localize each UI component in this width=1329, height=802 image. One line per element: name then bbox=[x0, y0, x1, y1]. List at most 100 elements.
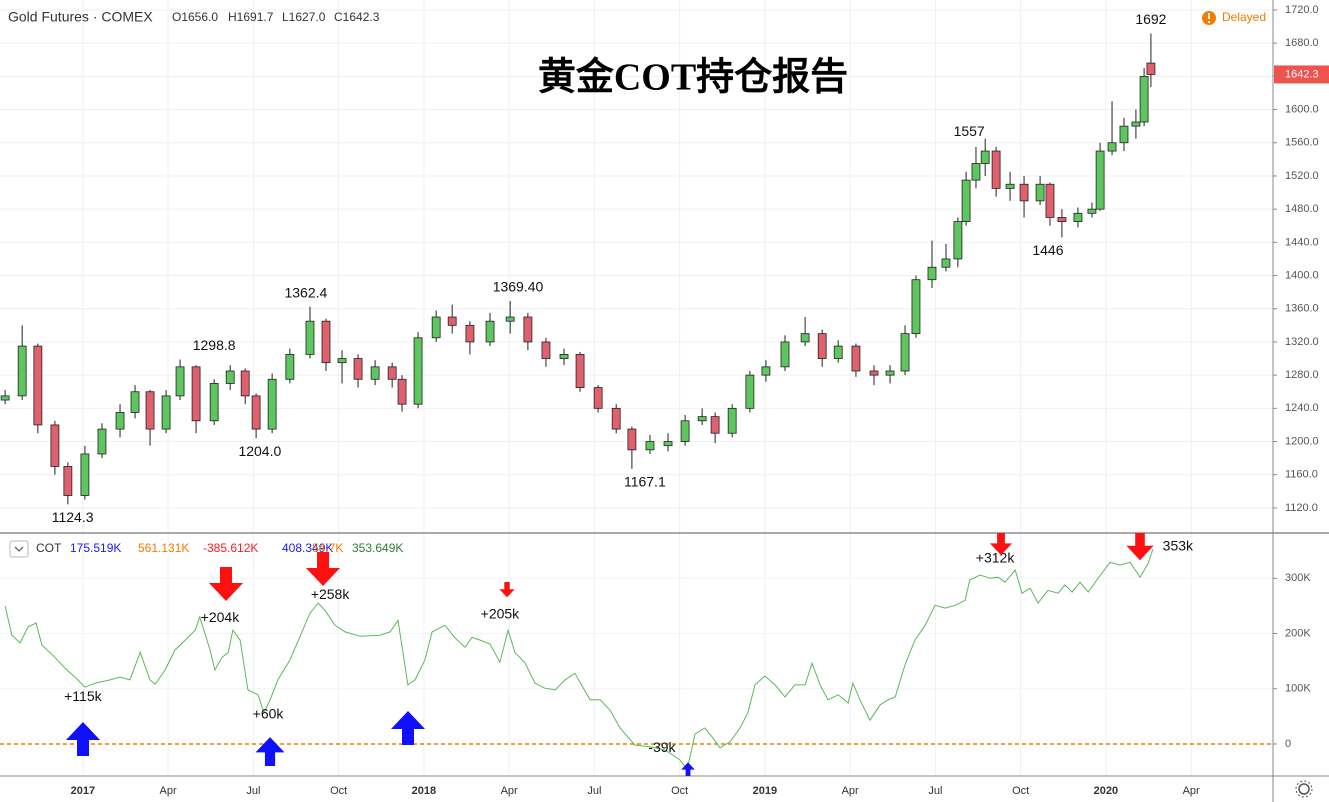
y-tick-label: 1320.0 bbox=[1285, 336, 1319, 348]
x-tick-label: 2017 bbox=[71, 785, 95, 797]
candle-body bbox=[161, 395, 171, 430]
cot-annotation: +312k bbox=[976, 549, 1016, 565]
y-tick-label: 1200.0 bbox=[1285, 435, 1319, 447]
x-tick-label: 2020 bbox=[1094, 785, 1118, 797]
sell-arrow bbox=[989, 533, 1013, 556]
x-tick-label: 2018 bbox=[412, 785, 436, 797]
candle-body bbox=[851, 345, 861, 372]
ohlc-high: H1691.7 bbox=[228, 10, 274, 24]
ohlc-low: L1627.0 bbox=[282, 10, 326, 24]
candle-body bbox=[1019, 183, 1029, 202]
cot-line bbox=[4, 548, 1154, 772]
ohlc-open: O1656.0 bbox=[172, 10, 218, 24]
candle-body bbox=[225, 370, 235, 384]
sell-arrow bbox=[306, 552, 340, 586]
candle-body bbox=[800, 333, 810, 343]
settings-icon[interactable] bbox=[1298, 783, 1310, 795]
candle-body bbox=[900, 333, 910, 372]
candle-body bbox=[321, 320, 331, 364]
candle-body bbox=[97, 428, 107, 455]
candle-body bbox=[305, 320, 315, 355]
y-tick-label: 1560.0 bbox=[1285, 137, 1319, 149]
candle-body bbox=[961, 179, 971, 222]
candle-body bbox=[485, 320, 495, 343]
delayed-icon-dot bbox=[1207, 20, 1211, 24]
candle-body bbox=[191, 366, 201, 422]
candle-body bbox=[980, 150, 990, 164]
x-tick-label: Apr bbox=[842, 785, 859, 797]
candle-body bbox=[991, 150, 1001, 189]
candle-body bbox=[337, 358, 347, 364]
status[interactable]: Delayed bbox=[1222, 10, 1266, 24]
x-tick-label: Jul bbox=[587, 785, 601, 797]
candle-body bbox=[1146, 62, 1156, 75]
candle-body bbox=[0, 395, 10, 401]
y-tick-label: 1160.0 bbox=[1285, 469, 1318, 481]
candle-body bbox=[663, 441, 673, 447]
x-tick-label: Apr bbox=[1183, 785, 1200, 797]
y-tick-label: 1480.0 bbox=[1285, 203, 1319, 215]
candle-body bbox=[680, 420, 690, 442]
candle-body bbox=[885, 370, 895, 376]
candle-body bbox=[33, 345, 43, 426]
candle-body bbox=[1131, 121, 1141, 127]
grid bbox=[0, 0, 1273, 776]
candle-body bbox=[447, 316, 457, 326]
candle-body bbox=[611, 407, 621, 430]
buy-arrow bbox=[391, 711, 425, 745]
candle-body bbox=[80, 453, 90, 496]
last-price-badge bbox=[1274, 65, 1329, 84]
candle-body bbox=[575, 353, 585, 388]
price-annotation: 1298.8 bbox=[193, 337, 236, 353]
candle-body bbox=[413, 337, 423, 405]
y-tick-label: 1240.0 bbox=[1285, 402, 1319, 414]
candle-body bbox=[1139, 75, 1149, 123]
x-tick-label: Oct bbox=[330, 785, 347, 797]
arrows bbox=[66, 533, 1154, 776]
x-tick-label: Apr bbox=[501, 785, 518, 797]
candle-body bbox=[50, 424, 60, 467]
candle-body bbox=[267, 378, 277, 430]
cot-annotation: +204k bbox=[201, 609, 241, 625]
sell-arrow bbox=[1126, 533, 1154, 561]
y-tick-label: 1280.0 bbox=[1285, 369, 1319, 381]
candle-body bbox=[645, 441, 655, 451]
price-annotation: 1167.1 bbox=[624, 474, 666, 490]
price-annotation: 1557 bbox=[954, 123, 985, 139]
candle-body bbox=[745, 374, 755, 409]
candle-body bbox=[251, 395, 261, 430]
y-tick-label: 1440.0 bbox=[1285, 236, 1319, 248]
candle-body bbox=[971, 163, 981, 181]
candle-body bbox=[431, 316, 441, 339]
legend-value: 175.519K bbox=[70, 541, 121, 555]
price-annotation: 1362.4 bbox=[284, 284, 327, 300]
indicator-name: COT bbox=[36, 541, 62, 555]
candle-body bbox=[505, 316, 515, 322]
collapse-button[interactable] bbox=[9, 540, 29, 558]
candle-body bbox=[559, 353, 569, 359]
y-tick-label: 100K bbox=[1285, 683, 1311, 695]
candle-body bbox=[1073, 212, 1083, 222]
legend-value: 408.349K bbox=[282, 541, 333, 555]
collapse-chevron bbox=[14, 546, 24, 552]
candle-body bbox=[465, 324, 475, 343]
candle-body bbox=[17, 345, 27, 397]
candle-body bbox=[387, 366, 397, 380]
x-tick-label: Oct bbox=[671, 785, 688, 797]
candle-body bbox=[1045, 183, 1055, 218]
buy-arrow bbox=[255, 737, 285, 766]
last-price-label: 1642.3 bbox=[1285, 68, 1319, 80]
legend-value: 54.7K bbox=[312, 541, 343, 555]
x-tick-label: Apr bbox=[160, 785, 177, 797]
candle-body bbox=[911, 279, 921, 335]
x-tick-label: Oct bbox=[1012, 785, 1029, 797]
candle-body bbox=[353, 358, 363, 380]
cot-annotation: 353k bbox=[1163, 538, 1194, 554]
candle-body bbox=[941, 258, 951, 268]
candle-body bbox=[1107, 142, 1117, 152]
candle-body bbox=[63, 466, 73, 496]
candle-body bbox=[761, 366, 771, 376]
candle-body bbox=[927, 266, 937, 281]
candle-body bbox=[727, 407, 737, 434]
